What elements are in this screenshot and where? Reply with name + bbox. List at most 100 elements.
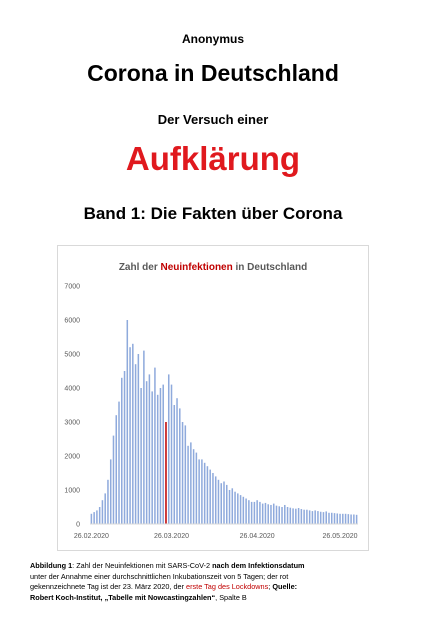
bar xyxy=(162,384,164,524)
caption-source-label: Quelle: xyxy=(272,582,298,592)
bar xyxy=(137,354,140,524)
bar xyxy=(228,490,231,524)
y-tick-label: 7000 xyxy=(64,284,80,291)
bar xyxy=(297,508,300,524)
bar xyxy=(256,500,258,524)
y-tick-label: 4000 xyxy=(64,386,80,393)
caption-source: Robert Koch-Institut, „Tabelle mit Nowca… xyxy=(30,592,216,602)
caption-line-4: Robert Koch-Institut, „Tabelle mit Nowca… xyxy=(30,593,400,604)
bar xyxy=(190,442,192,524)
caption-line-2: unter der Annahme einer durchschnittlich… xyxy=(30,572,400,583)
bar xyxy=(300,509,303,524)
bar xyxy=(248,500,250,524)
bar xyxy=(112,435,115,524)
bar xyxy=(203,462,206,524)
x-axis: 26.02.2020 26.03.2020 26.04.2020 26.05.2020 xyxy=(74,533,358,540)
caption-line-1: Abbildung 1: Zahl der Neuinfektionen mit… xyxy=(30,561,400,572)
bar xyxy=(314,510,316,524)
bar xyxy=(96,510,98,524)
bar xyxy=(259,501,261,524)
x-tick-label: 26.04.2020 xyxy=(240,533,275,540)
bar xyxy=(289,507,292,524)
bar xyxy=(109,459,112,524)
bar xyxy=(148,374,151,524)
chart-title-part-3: in Deutschland xyxy=(233,262,307,273)
x-tick-label: 26.02.2020 xyxy=(74,533,109,540)
caption-figure-label: Abbildung 1 xyxy=(30,561,73,570)
volume-title: Band 1: Die Fakten über Corona xyxy=(83,204,343,223)
bar xyxy=(284,504,286,524)
bar xyxy=(264,502,267,524)
y-tick-label: 5000 xyxy=(64,352,80,359)
bar xyxy=(181,422,184,524)
bar xyxy=(159,388,162,524)
lockdown-bar xyxy=(165,422,167,524)
bar xyxy=(184,425,187,524)
bar xyxy=(151,391,153,524)
caption-text: ; xyxy=(268,582,273,592)
bar xyxy=(275,505,278,524)
y-tick-label: 3000 xyxy=(64,420,80,427)
bar xyxy=(201,459,203,524)
chart-container: Zahl der Neuinfektionen in Deutschland 0… xyxy=(57,245,369,551)
bar xyxy=(167,374,170,524)
bar xyxy=(154,367,156,524)
bar xyxy=(212,473,214,524)
y-tick-label: 6000 xyxy=(64,318,80,325)
bar xyxy=(281,507,283,524)
bar xyxy=(333,513,336,524)
bar xyxy=(270,504,272,524)
bar xyxy=(214,476,217,524)
chart-title: Zahl der Neuinfektionen in Deutschland xyxy=(119,262,307,273)
figure-caption: Abbildung 1: Zahl der Neuinfektionen mit… xyxy=(30,561,400,603)
bar xyxy=(123,371,126,524)
caption-text: , Spalte B xyxy=(215,592,247,602)
bar xyxy=(176,398,178,524)
bar xyxy=(311,511,314,524)
caption-lockdown-note: erste Tag des Lockdowns xyxy=(186,582,269,592)
caption-emphasis: nach dem Infektionsdatum xyxy=(212,561,305,570)
bar xyxy=(344,513,347,524)
bar xyxy=(339,513,341,524)
bar xyxy=(342,513,344,524)
bar xyxy=(118,401,120,524)
caption-line-3: gekennzeichnete Tag ist der 23. März 202… xyxy=(30,582,400,593)
book-title: Corona in Deutschland xyxy=(87,60,339,86)
caption-text: gekennzeichnete Tag ist der 23. März 202… xyxy=(30,582,187,592)
bar xyxy=(319,511,322,524)
bar xyxy=(303,509,305,524)
bar xyxy=(121,377,123,524)
caption-text: : Zahl der Neuinfektionen mit SARS-CoV-2 xyxy=(72,561,213,570)
bar xyxy=(295,508,297,524)
y-tick-label: 0 xyxy=(76,522,80,529)
bar xyxy=(237,493,239,524)
bar xyxy=(261,503,264,524)
bar-chart: Zahl der Neuinfektionen in Deutschland 0… xyxy=(64,262,358,540)
bar xyxy=(209,469,211,524)
bar xyxy=(353,514,355,524)
bar xyxy=(192,449,195,524)
bar xyxy=(267,504,269,524)
y-tick-label: 1000 xyxy=(64,488,80,495)
bar xyxy=(198,459,200,524)
bar xyxy=(217,479,220,524)
bar xyxy=(242,496,245,524)
bar xyxy=(317,511,319,524)
bar xyxy=(322,512,325,524)
bar xyxy=(195,452,198,524)
y-axis: 0 1000 2000 3000 4000 5000 6000 7000 xyxy=(64,284,80,529)
bar xyxy=(107,479,109,524)
bar xyxy=(336,513,339,524)
bar xyxy=(156,394,159,524)
bar xyxy=(286,507,289,524)
bar xyxy=(231,488,234,524)
bar xyxy=(220,483,222,524)
x-tick-label: 26.03.2020 xyxy=(154,533,189,540)
bar xyxy=(250,501,253,524)
bar xyxy=(93,512,95,524)
bar xyxy=(226,484,228,524)
chart-title-part-1: Zahl der xyxy=(119,262,161,273)
bar xyxy=(272,503,275,524)
bar xyxy=(170,384,173,524)
caption-text: unter der Annahme einer durchschnittlich… xyxy=(30,571,289,581)
